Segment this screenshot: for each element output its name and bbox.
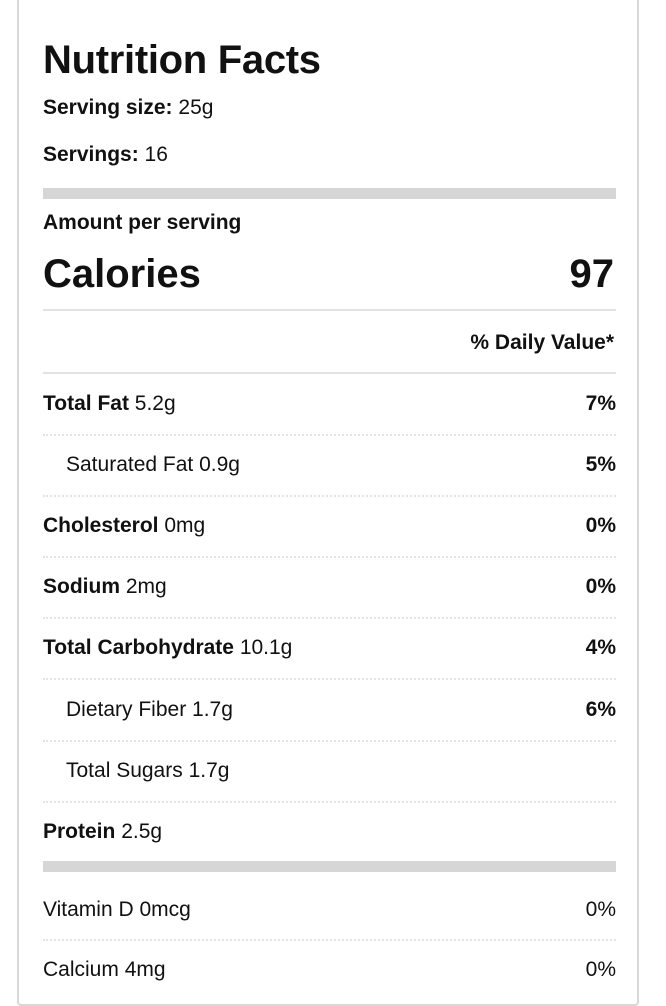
row-separator (43, 434, 616, 436)
nutrient-name: Cholesterol 0mg (43, 514, 206, 537)
row-separator (43, 939, 616, 941)
servings-label: Servings: (43, 143, 139, 166)
nutrient-dv: 0% (585, 575, 616, 598)
nutrient-row-total-sugars: Total Sugars 1.7g (43, 751, 616, 791)
row-separator (43, 617, 616, 619)
vitamin-row-vitamin-d: Vitamin D 0mcg 0% (43, 890, 616, 930)
row-separator (43, 495, 616, 497)
nutrient-row-total-fat: Total Fat 5.2g 7% (43, 384, 616, 424)
nutrient-name: Saturated Fat 0.9g (66, 453, 240, 476)
thick-divider (43, 188, 616, 199)
thick-divider (43, 861, 616, 872)
row-separator (43, 801, 616, 803)
row-separator (43, 740, 616, 742)
divider (43, 309, 616, 311)
vitamin-name: Vitamin D 0mcg (43, 898, 191, 921)
nutrient-row-saturated-fat: Saturated Fat 0.9g 5% (43, 445, 616, 485)
nutrient-dv: 4% (585, 636, 616, 659)
row-separator (43, 556, 616, 558)
nutrient-row-cholesterol: Cholesterol 0mg 0% (43, 506, 616, 546)
nutrient-name: Protein 2.5g (43, 820, 163, 843)
serving-size-value: 25g (178, 96, 214, 119)
calories-label: Calories (43, 252, 201, 296)
nutrient-name: Sodium 2mg (43, 575, 167, 598)
row-separator (43, 678, 616, 680)
nutrition-label (17, 0, 639, 1006)
nutrient-dv: 7% (585, 392, 616, 415)
vitamin-row-calcium: Calcium 4mg 0% (43, 950, 616, 990)
nutrient-name: Dietary Fiber 1.7g (66, 698, 233, 721)
nutrient-dv: 6% (585, 698, 616, 721)
serving-size-label: Serving size: (43, 96, 173, 119)
calories-value: 97 (569, 252, 615, 296)
amount-per-serving: Amount per serving (43, 211, 242, 234)
nutrient-row-total-carbohydrate: Total Carbohydrate 10.1g 4% (43, 628, 616, 668)
serving-size: Serving size: 25g (43, 96, 213, 120)
nutrient-name: Total Sugars 1.7g (66, 759, 230, 782)
label-title: Nutrition Facts (43, 38, 321, 82)
divider (43, 372, 616, 374)
nutrient-dv: 0% (585, 514, 616, 537)
nutrient-name: Total Carbohydrate 10.1g (43, 636, 293, 659)
servings-value: 16 (144, 143, 168, 166)
nutrient-name: Total Fat 5.2g (43, 392, 176, 415)
servings: Servings: 16 (43, 143, 168, 167)
nutrient-row-sodium: Sodium 2mg 0% (43, 567, 616, 607)
nutrient-row-dietary-fiber: Dietary Fiber 1.7g 6% (43, 690, 616, 730)
daily-value-header: % Daily Value* (470, 331, 614, 354)
nutrient-dv: 5% (585, 453, 616, 476)
vitamin-dv: 0% (585, 958, 616, 981)
vitamin-dv: 0% (585, 898, 616, 921)
vitamin-name: Calcium 4mg (43, 958, 166, 981)
nutrient-row-protein: Protein 2.5g (43, 812, 616, 852)
